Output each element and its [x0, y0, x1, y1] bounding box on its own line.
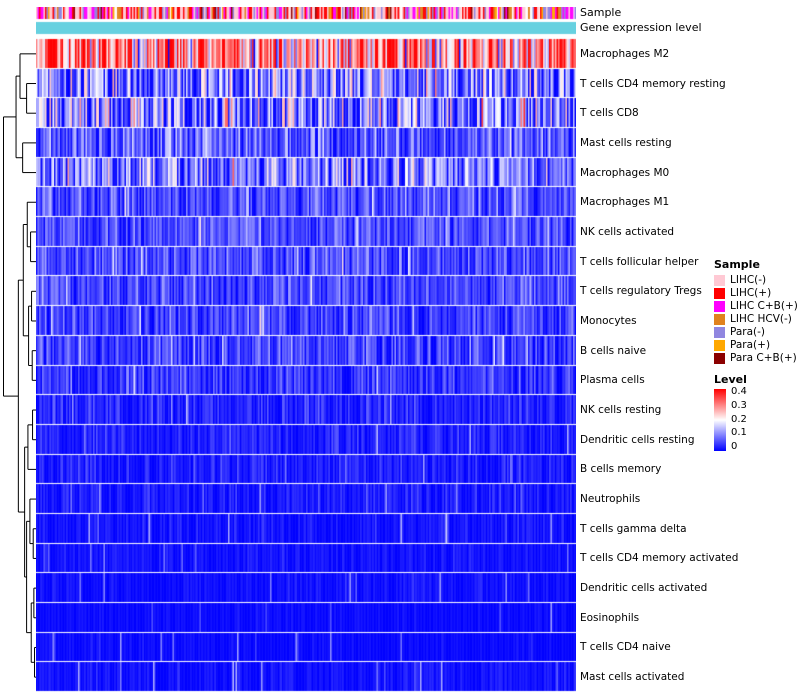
legend-entry: Para(-) [714, 326, 798, 338]
row-label: Macrophages M0 [580, 166, 670, 179]
row-label: Macrophages M2 [580, 47, 670, 60]
heatmap-canvas [36, 7, 576, 692]
level-tick-label: 0.2 [731, 413, 747, 425]
row-label: Mast cells activated [580, 671, 685, 684]
level-gradient-bar [714, 389, 726, 451]
dendrogram-svg [3, 53, 36, 678]
row-label: Neutrophils [580, 493, 641, 506]
row-label: T cells CD4 memory resting [580, 77, 726, 90]
row-label: B cells memory [580, 463, 662, 476]
row-label: Dendritic cells activated [580, 582, 708, 595]
row-label: NK cells activated [580, 225, 675, 238]
legend-entry-swatch [714, 326, 725, 338]
legend-entry-label: LIHC C+B(+) [730, 300, 798, 312]
legend-entry-label: Para C+B(+) [730, 352, 797, 364]
legend-entry-label: Para(+) [730, 339, 771, 351]
legend-entry: LIHC C+B(+) [714, 300, 798, 312]
legend-entry-swatch [714, 339, 725, 351]
legend-entry-swatch [714, 313, 725, 325]
level-tick-label: 0.4 [731, 386, 747, 397]
level-tick-label: 0.3 [731, 399, 747, 411]
level-tick-label: 0.1 [731, 427, 747, 439]
row-label: T cells follicular helper [580, 255, 699, 268]
row-label: Mast cells resting [580, 136, 672, 149]
legend-entry-label: Para(-) [730, 326, 766, 338]
annotation-label-gene-expression: Gene expression level [580, 21, 702, 34]
legend-entry-label: LIHC(+) [730, 287, 772, 299]
legend-entry: Para C+B(+) [714, 352, 798, 364]
legend-entry-swatch [714, 287, 725, 299]
row-label: Macrophages M1 [580, 196, 670, 209]
level-tick-labels: 0.4 0.3 0.2 0.1 0 [731, 386, 747, 452]
legend-entry: Para(+) [714, 339, 798, 351]
legend-sample-title: Sample [714, 258, 760, 271]
row-label: T cells gamma delta [580, 522, 687, 535]
row-label: Dendritic cells resting [580, 433, 695, 446]
legend-level-title: Level [714, 373, 747, 386]
row-label: T cells regulatory Tregs [580, 285, 702, 298]
row-label: Monocytes [580, 314, 637, 327]
row-label: B cells naive [580, 344, 647, 357]
legend-entry: LIHC(+) [714, 287, 798, 299]
legend-entry: LIHC HCV(-) [714, 313, 798, 325]
legend-entry: LIHC(-) [714, 274, 798, 286]
annotation-label-sample: Sample [580, 6, 622, 19]
row-label: T cells CD4 memory activated [580, 552, 739, 565]
row-label: T cells CD8 [580, 107, 639, 120]
legend-level: 0.4 0.3 0.2 0.1 0 [714, 386, 798, 452]
legend: Sample LIHC(-) LIHC(+) LIHC C+B(+) LIHC HCV… [714, 258, 798, 452]
legend-sample-entries: LIHC(-) LIHC(+) LIHC C+B(+) LIHC HCV(-) Para… [714, 274, 798, 364]
legend-entry-swatch [714, 300, 725, 312]
row-label: NK cells resting [580, 404, 662, 417]
row-label: Eosinophils [580, 611, 640, 624]
level-tick-label: 0 [731, 441, 738, 452]
legend-entry-label: LIHC(-) [730, 274, 767, 286]
legend-entry-swatch [714, 352, 725, 364]
legend-entry-label: LIHC HCV(-) [730, 313, 792, 325]
legend-entry-swatch [714, 274, 725, 286]
row-label: Plasma cells [580, 374, 645, 387]
row-label: T cells CD4 naive [580, 641, 671, 654]
